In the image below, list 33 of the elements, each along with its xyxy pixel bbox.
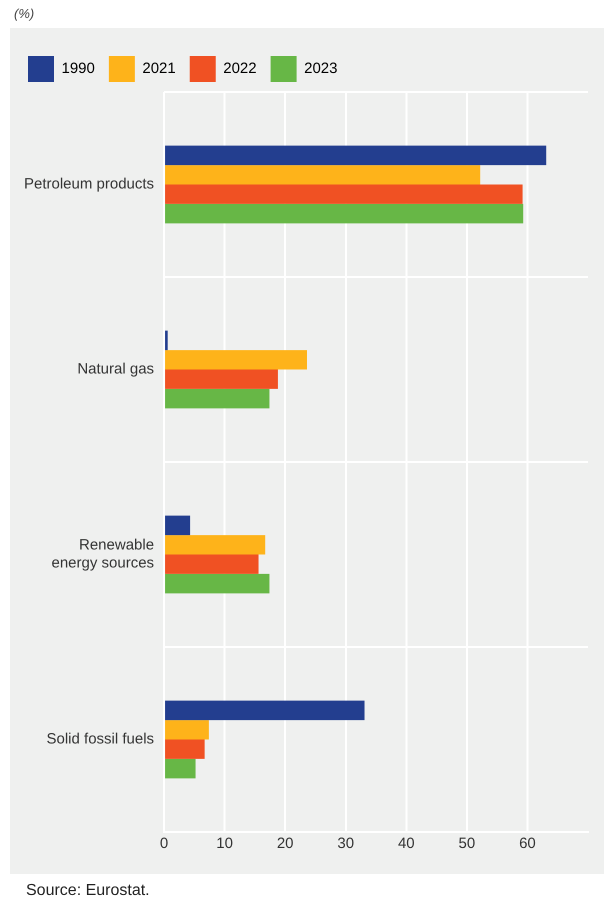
y-tick-label: Solid fossil fuels <box>46 730 154 748</box>
bar <box>165 535 266 554</box>
source-note: Source: Eurostat. <box>10 874 614 897</box>
bar <box>165 700 365 720</box>
legend-label: 2022 <box>223 60 257 78</box>
text: (%) <box>13 5 36 23</box>
legend-label: 2021 <box>142 60 176 78</box>
bar <box>165 146 546 166</box>
bar <box>165 516 190 536</box>
bar <box>165 330 168 350</box>
legend-label: 1990 <box>62 60 95 78</box>
x-tick-label: 60 <box>519 835 536 852</box>
bar <box>165 350 307 370</box>
x-tick-label: 10 <box>216 835 233 852</box>
legend-label: 2023 <box>304 60 338 78</box>
y-tick-label: Petroleum products <box>24 176 154 193</box>
bar <box>165 740 205 759</box>
bar <box>165 574 270 594</box>
x-tick-label: 20 <box>276 835 294 852</box>
bar <box>165 370 278 389</box>
bar <box>165 388 270 408</box>
x-tick-label: 30 <box>337 835 354 852</box>
y-tick-label: Natural gas <box>77 360 154 378</box>
y-tick-label: Renewable energy sources <box>52 536 154 572</box>
bar <box>165 204 524 224</box>
x-tick-label: 0 <box>160 835 168 852</box>
bar <box>165 165 480 184</box>
bar <box>165 554 259 574</box>
x-tick-label: 40 <box>398 835 415 852</box>
bar <box>165 184 523 204</box>
x-tick-label: 50 <box>458 835 476 852</box>
bar <box>165 758 196 778</box>
bar <box>165 720 209 740</box>
